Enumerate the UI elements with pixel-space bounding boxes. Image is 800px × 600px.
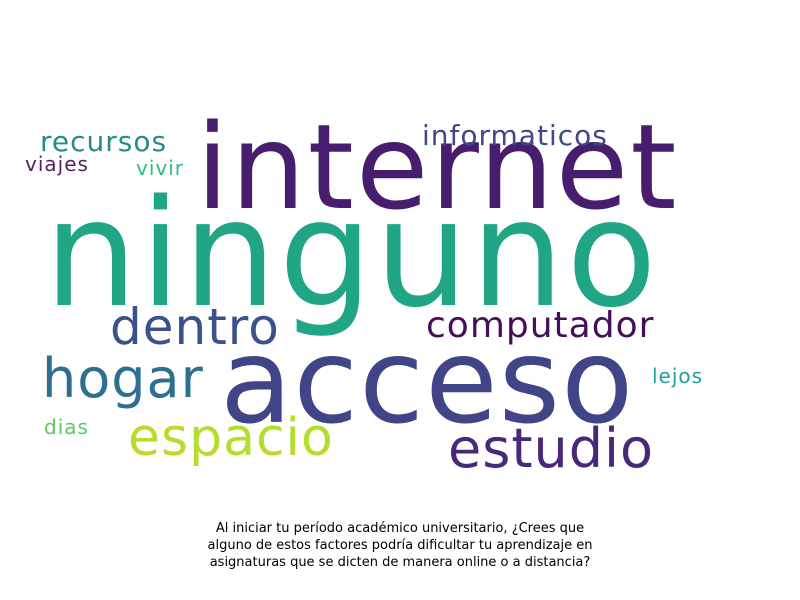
figure-caption: Al iniciar tu período académico universi… bbox=[150, 520, 650, 571]
word-recursos: recursos bbox=[40, 125, 168, 158]
word-informaticos: informaticos bbox=[422, 119, 608, 152]
word-lejos: lejos bbox=[652, 364, 704, 388]
word-hogar: hogar bbox=[42, 347, 204, 410]
word-dentro: dentro bbox=[110, 298, 280, 356]
word-vivir: vivir bbox=[136, 156, 185, 180]
word-internet: internet bbox=[196, 98, 679, 236]
word-viajes: viajes bbox=[25, 152, 89, 176]
word-ninguno: ninguno bbox=[44, 168, 659, 340]
word-dias: dias bbox=[44, 415, 89, 439]
word-acceso: acceso bbox=[220, 312, 635, 450]
word-computador: computador bbox=[426, 305, 655, 346]
caption-line-1: Al iniciar tu período académico universi… bbox=[215, 521, 585, 536]
word-estudio: estudio bbox=[448, 417, 655, 480]
caption-line-3: asignaturas que se dicten de manera onli… bbox=[209, 555, 591, 570]
word-espacio: espacio bbox=[128, 408, 334, 468]
caption-line-2: alguno de estos factores podría dificult… bbox=[207, 538, 593, 553]
